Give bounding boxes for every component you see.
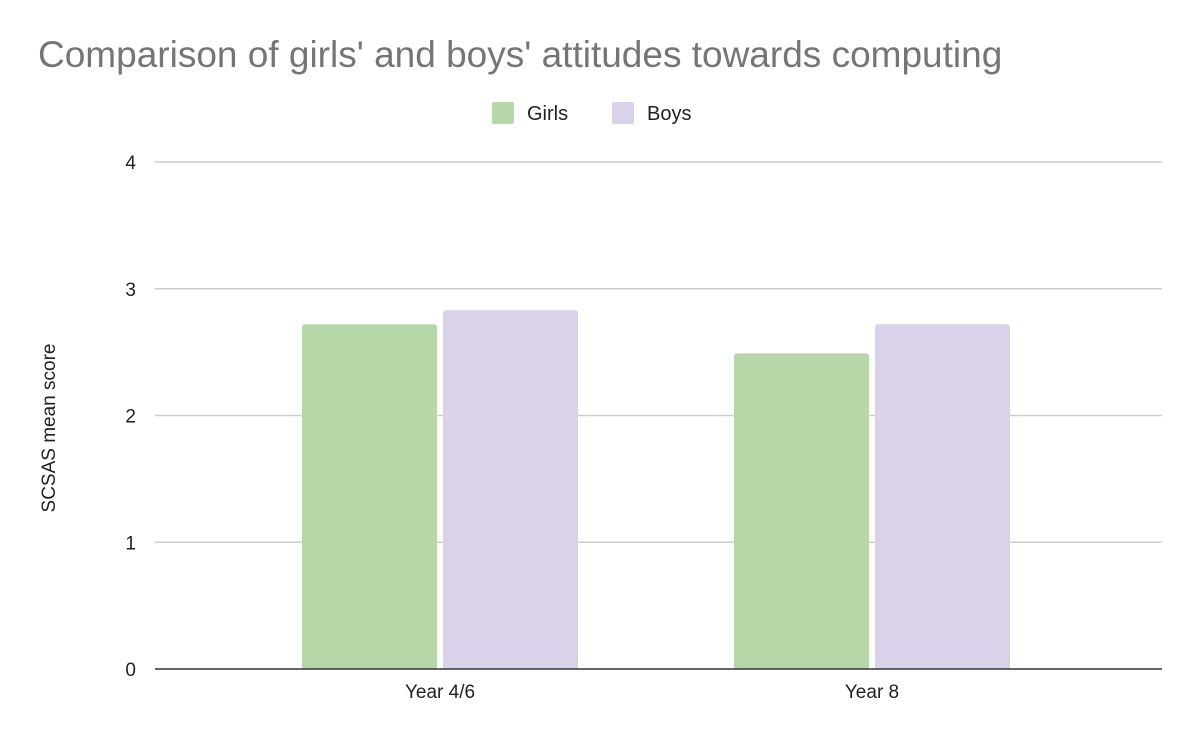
x-tick-label: Year 8 (845, 682, 899, 703)
y-tick-label: 3 (125, 280, 136, 301)
x-tick-label: Year 4/6 (405, 682, 475, 703)
bar-girls (302, 324, 437, 669)
legend-swatch-girls (492, 102, 514, 124)
chart-title: Comparison of girls' and boys' attitudes… (38, 34, 1003, 75)
bar-girls (734, 353, 869, 669)
y-axis-label: SCSAS mean score (39, 344, 60, 513)
y-tick-label: 2 (125, 407, 136, 428)
bar-boys (443, 310, 578, 669)
legend-label-girls: Girls (527, 103, 568, 125)
y-tick-label: 0 (125, 660, 136, 681)
legend-swatch-boys (612, 102, 634, 124)
y-tick-label: 4 (125, 153, 136, 174)
bar-boys (875, 324, 1010, 669)
y-tick-label: 1 (125, 533, 136, 554)
legend-label-boys: Boys (647, 103, 691, 125)
